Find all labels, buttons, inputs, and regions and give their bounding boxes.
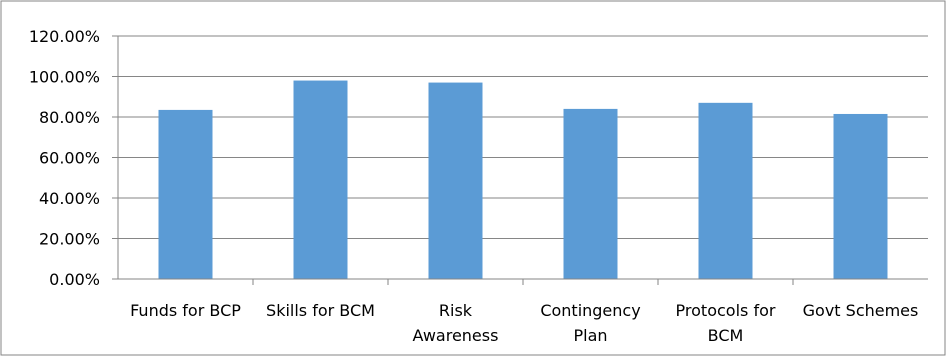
x-axis-tick-labels: Funds for BCP Skills for BCM Risk Awareness…	[130, 301, 918, 345]
y-tick-label: 0.00%	[49, 270, 100, 289]
bar	[293, 80, 348, 279]
bar	[698, 102, 753, 279]
gridlines	[118, 35, 928, 239]
axes	[112, 35, 928, 285]
y-tick-label: 60.00%	[39, 149, 100, 168]
x-tick-label: Risk Awareness	[413, 301, 499, 345]
bar	[833, 113, 888, 280]
x-tick-label: Funds for BCP	[130, 301, 241, 320]
bar	[428, 82, 483, 279]
y-tick-label: 40.00%	[39, 189, 100, 208]
y-axis-tick-labels: 0.00% 20.00% 40.00% 60.00% 80.00% 100.00% 120.…	[29, 27, 100, 289]
x-tick-label: Protocols for BCM	[676, 301, 776, 345]
y-tick-label: 120.00%	[29, 27, 100, 46]
x-tick-label: Contingency Plan	[540, 301, 640, 345]
bar	[563, 108, 618, 280]
x-tick-label: Skills for BCM	[266, 301, 375, 320]
bar	[158, 109, 213, 279]
y-tick-label: 100.00%	[29, 68, 100, 87]
y-tick-label: 80.00%	[39, 108, 100, 127]
x-tick-label: Govt Schemes	[803, 301, 919, 320]
y-tick-label: 20.00%	[39, 230, 100, 249]
bars	[158, 80, 888, 280]
